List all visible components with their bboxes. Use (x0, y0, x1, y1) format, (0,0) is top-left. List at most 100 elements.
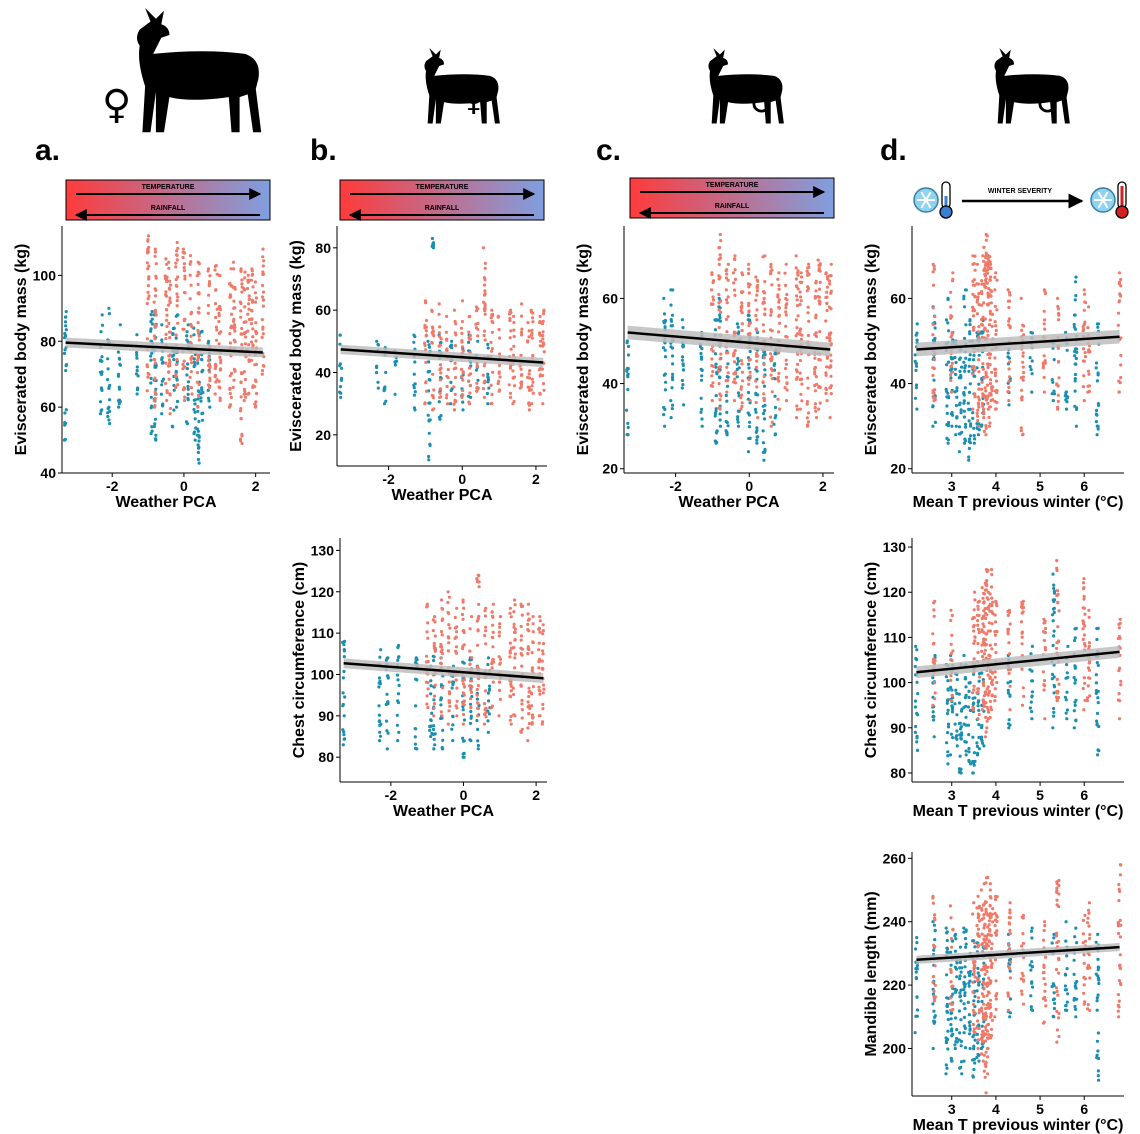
data-point-warm (508, 695, 513, 699)
data-point-warm (747, 309, 751, 313)
data-point-warm (527, 694, 531, 699)
data-point-cold (976, 971, 980, 975)
data-point-warm (425, 654, 429, 658)
data-point-warm (984, 232, 988, 237)
data-point-cold (63, 437, 67, 441)
data-point-warm (973, 639, 977, 643)
data-point-warm (520, 647, 525, 651)
data-point-cold (149, 329, 153, 333)
data-point-warm (827, 279, 832, 283)
data-point-warm (740, 328, 744, 333)
y-tick-label: 100 (883, 675, 907, 691)
data-point-cold (933, 928, 937, 932)
data-point-warm (230, 312, 234, 316)
data-point-cold (396, 739, 400, 743)
data-point-warm (147, 372, 151, 376)
data-point-warm (990, 622, 994, 626)
data-point-warm (980, 643, 984, 647)
data-point-warm (977, 370, 981, 374)
data-point-cold (1030, 669, 1034, 673)
y-tick-label: 60 (890, 290, 906, 306)
data-point-cold (972, 353, 976, 357)
data-point-warm (445, 393, 449, 397)
data-point-cold (958, 966, 962, 970)
data-point-warm (995, 604, 999, 608)
data-point-warm (987, 621, 991, 625)
data-point-warm (439, 395, 443, 399)
data-point-cold (64, 334, 68, 338)
data-point-warm (498, 625, 502, 629)
data-point-warm (726, 295, 730, 299)
data-point-warm (453, 615, 457, 620)
data-point-warm (426, 636, 430, 640)
data-point-cold (699, 378, 704, 382)
data-point-cold (375, 339, 379, 343)
data-point-cold (377, 719, 381, 724)
data-point-warm (795, 370, 799, 374)
data-point-warm (988, 998, 993, 1002)
data-point-cold (343, 639, 347, 644)
data-point-cold (486, 346, 490, 350)
data-point-warm (719, 299, 723, 303)
data-point-cold (432, 724, 436, 728)
data-point-cold (980, 739, 984, 743)
data-point-warm (990, 585, 994, 589)
data-point-warm (993, 320, 997, 324)
data-point-warm (214, 315, 218, 320)
data-point-cold (199, 396, 203, 400)
female-symbol-icon: ♀ (462, 80, 485, 118)
data-point-warm (983, 735, 988, 739)
data-point-warm (520, 302, 524, 306)
data-point-warm (991, 612, 995, 616)
data-point-warm (146, 234, 151, 238)
data-point-warm (444, 396, 449, 400)
data-point-warm (431, 396, 435, 400)
y-tick-label: 40 (40, 465, 56, 481)
data-point-warm (985, 1029, 990, 1033)
data-point-warm (993, 911, 997, 916)
data-point-warm (1082, 597, 1086, 601)
data-point-warm (243, 270, 247, 274)
data-point-cold (199, 392, 203, 396)
data-point-cold (1030, 710, 1034, 714)
data-point-cold (1052, 675, 1056, 679)
data-point-warm (979, 1037, 984, 1041)
data-point-warm (983, 607, 987, 611)
data-point-warm (977, 303, 981, 307)
data-point-warm (1117, 692, 1121, 696)
data-point-warm (747, 382, 751, 386)
data-point-cold (951, 1032, 955, 1036)
data-point-warm (530, 328, 534, 332)
data-point-warm (949, 968, 953, 973)
data-point-warm (475, 381, 479, 385)
data-point-warm (1057, 1034, 1061, 1039)
data-point-warm (229, 295, 233, 299)
data-point-warm (986, 1072, 990, 1076)
data-point-warm (526, 602, 531, 606)
data-point-cold (486, 375, 490, 379)
data-point-warm (520, 708, 524, 712)
data-point-warm (509, 615, 513, 619)
data-point-warm (425, 602, 429, 606)
data-point-cold (1072, 996, 1076, 1001)
data-point-warm (538, 314, 542, 318)
data-point-cold (1030, 936, 1034, 940)
data-point-warm (806, 333, 811, 338)
data-point-warm (805, 402, 809, 406)
data-point-cold (973, 437, 977, 441)
data-point-warm (168, 283, 173, 287)
data-point-warm (980, 655, 985, 659)
data-point-warm (933, 997, 937, 1001)
data-point-warm (247, 294, 251, 298)
data-point-cold (1073, 372, 1077, 377)
data-point-warm (796, 314, 800, 318)
data-point-warm (931, 306, 935, 310)
data-point-cold (963, 965, 967, 969)
data-point-cold (700, 424, 704, 428)
data-point-warm (972, 1027, 976, 1031)
data-point-warm (1043, 995, 1047, 1000)
data-point-warm (740, 301, 744, 305)
data-point-cold (972, 426, 976, 430)
data-point-cold (957, 1009, 962, 1013)
data-point-warm (990, 647, 994, 651)
